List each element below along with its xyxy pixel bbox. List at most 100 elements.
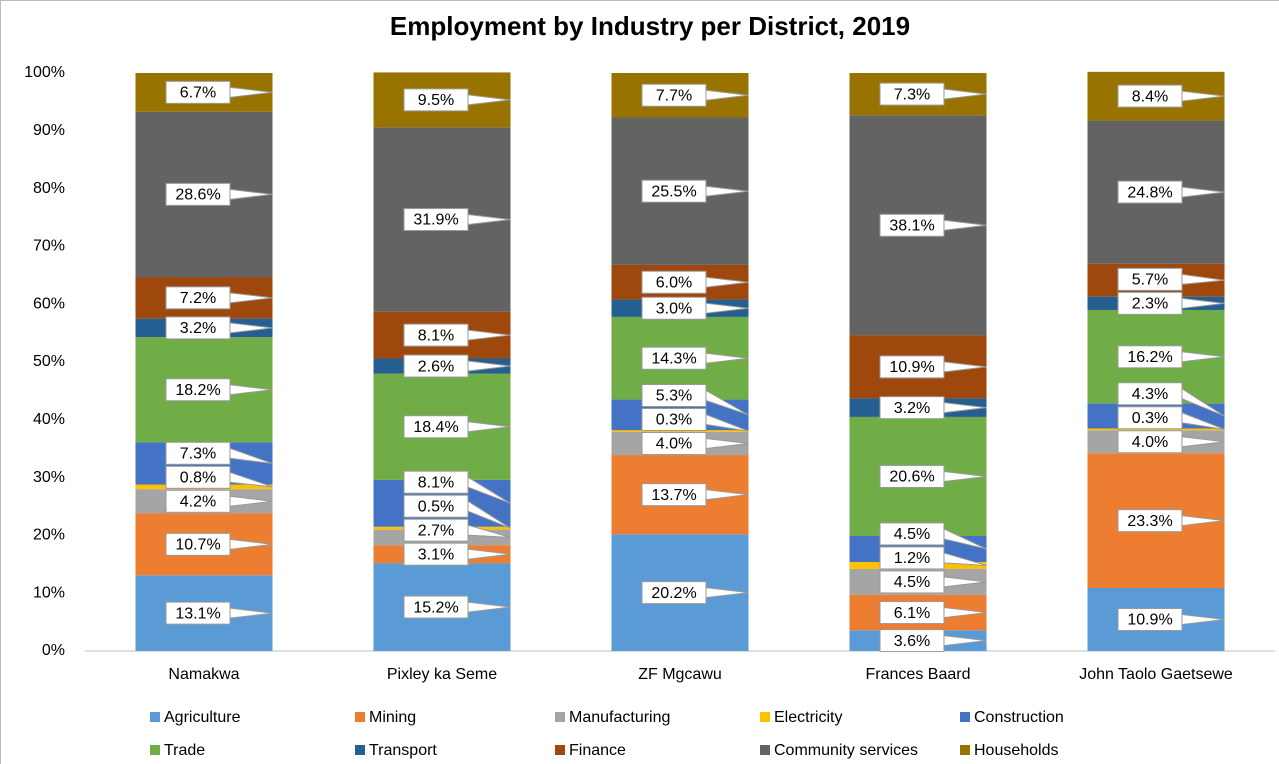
data-label: 20.6%: [889, 469, 934, 486]
label-box: [879, 522, 945, 546]
label-box: [641, 83, 707, 107]
data-label: 24.8%: [1127, 184, 1172, 201]
label-box: [879, 355, 945, 379]
legend-label: Mining: [369, 709, 416, 726]
label-box: [879, 570, 945, 594]
legend-label: Finance: [569, 742, 626, 759]
legend-label: Construction: [974, 709, 1064, 726]
label-box: [165, 286, 231, 310]
label-box: [641, 383, 707, 407]
data-label: 2.6%: [418, 358, 454, 375]
bar-segment: [1087, 428, 1225, 431]
label-box: [165, 80, 231, 104]
legend-swatch: [960, 745, 970, 755]
bar-segment: [611, 430, 749, 432]
label-box: [165, 378, 231, 402]
label-box: [1117, 509, 1183, 533]
legend-swatch: [960, 712, 970, 722]
label-box: [1117, 430, 1183, 454]
data-label: 2.7%: [418, 522, 454, 539]
data-label: 0.3%: [1132, 410, 1168, 427]
data-label: 3.0%: [656, 300, 692, 317]
y-tick-label: 60%: [33, 295, 65, 312]
data-label: 18.4%: [413, 419, 458, 436]
legend-label: Transport: [369, 742, 437, 759]
y-tick-label: 20%: [33, 527, 65, 544]
label-box: [403, 208, 469, 232]
label-box: [641, 407, 707, 431]
label-box: [403, 518, 469, 542]
data-label: 6.1%: [894, 605, 930, 622]
x-tick-label: John Taolo Gaetsewe: [1079, 666, 1233, 683]
label-box: [403, 470, 469, 494]
data-label: 8.1%: [418, 327, 454, 344]
label-box: [879, 546, 945, 570]
data-label: 6.7%: [180, 85, 216, 102]
legend-swatch: [760, 712, 770, 722]
data-label: 31.9%: [413, 212, 458, 229]
legend-swatch: [355, 745, 365, 755]
data-label: 16.2%: [1127, 349, 1172, 366]
legend-swatch: [555, 712, 565, 722]
y-tick-label: 100%: [24, 64, 65, 81]
data-label: 8.4%: [1132, 88, 1168, 105]
label-box: [1117, 607, 1183, 631]
legend-swatch: [150, 745, 160, 755]
data-label: 6.0%: [656, 274, 692, 291]
data-label: 10.9%: [1127, 612, 1172, 629]
data-label: 7.7%: [656, 87, 692, 104]
x-tick-label: Namakwa: [168, 666, 239, 683]
data-label: 7.3%: [894, 86, 930, 103]
label-box: [165, 182, 231, 206]
data-label: 3.2%: [180, 320, 216, 337]
data-label: 23.3%: [1127, 513, 1172, 530]
data-label: 7.3%: [180, 446, 216, 463]
data-label: 4.5%: [894, 574, 930, 591]
y-tick-label: 90%: [33, 122, 65, 139]
data-label: 4.2%: [180, 494, 216, 511]
label-box: [641, 483, 707, 507]
legend-label: Community services: [774, 742, 918, 759]
y-tick-label: 40%: [33, 411, 65, 428]
data-label: 8.1%: [418, 474, 454, 491]
label-box: [641, 431, 707, 455]
label-box: [1117, 406, 1183, 430]
data-label: 20.2%: [651, 585, 696, 602]
data-label: 15.2%: [413, 599, 458, 616]
legend-swatch: [150, 712, 160, 722]
y-tick-label: 80%: [33, 180, 65, 197]
data-label: 4.5%: [894, 526, 930, 543]
legend-label: Trade: [164, 742, 205, 759]
legend-swatch: [355, 712, 365, 722]
data-label: 13.7%: [651, 487, 696, 504]
data-label: 4.3%: [1132, 386, 1168, 403]
label-box: [879, 82, 945, 106]
label-box: [1117, 345, 1183, 369]
label-box: [403, 323, 469, 347]
legend-label: Agriculture: [164, 709, 241, 726]
data-label: 3.2%: [894, 400, 930, 417]
data-label: 1.2%: [894, 550, 930, 567]
label-box: [641, 179, 707, 203]
data-label: 0.8%: [180, 470, 216, 487]
label-box: [165, 489, 231, 513]
label-box: [1117, 180, 1183, 204]
label-box: [879, 396, 945, 420]
label-box: [165, 601, 231, 625]
data-label: 14.3%: [651, 350, 696, 367]
data-label: 10.7%: [175, 537, 220, 554]
label-box: [1117, 84, 1183, 108]
x-tick-label: Frances Baard: [866, 666, 971, 683]
label-box: [879, 629, 945, 653]
data-label: 7.2%: [180, 290, 216, 307]
data-label: 28.6%: [175, 187, 220, 204]
x-tick-label: Pixley ka Seme: [387, 666, 497, 683]
x-tick-label: ZF Mgcawu: [638, 666, 722, 683]
legend-label: Manufacturing: [569, 709, 670, 726]
label-box: [165, 316, 231, 340]
legend-label: Electricity: [774, 709, 842, 726]
label-box: [879, 213, 945, 237]
y-tick-label: 10%: [33, 584, 65, 601]
label-box: [1117, 382, 1183, 406]
